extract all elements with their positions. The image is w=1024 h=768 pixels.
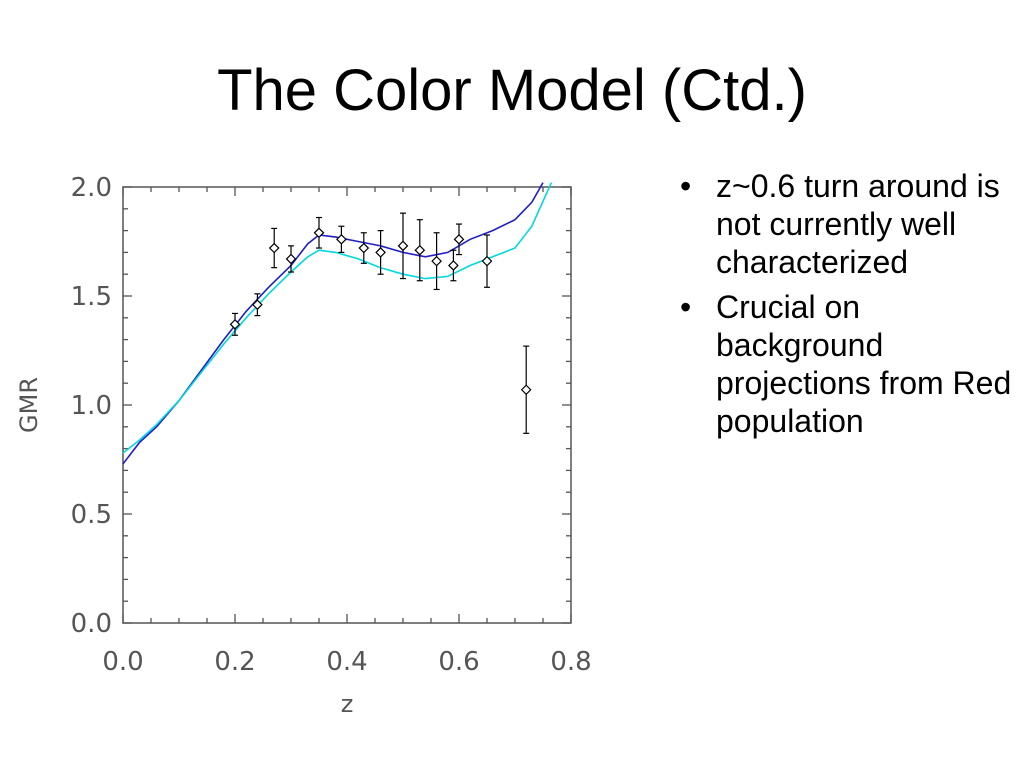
diamond-marker [520,384,532,396]
diamond-marker [431,255,442,267]
data-point [268,227,280,269]
diamond-marker [397,240,409,252]
y-axis-label: GMR [15,377,43,433]
y-tick-label: 0.5 [71,500,112,530]
data-point [313,216,325,249]
y-ticks: 0.0 0.5 1.0 1.5 2.0 [71,173,571,639]
data-point [448,249,459,282]
data-point [520,345,532,434]
diamond-marker [229,318,241,330]
y-tick-label: 0.0 [71,609,112,639]
diamond-marker [336,233,347,245]
gmr-vs-z-chart: 0.0 0.2 0.4 0.6 0.8 0.0 0.5 1.0 1.5 2.0 z GMR [15,173,592,718]
bullet-list: z~0.6 turn around is not currently well … [672,168,1017,448]
bullet-item: Crucial on background projections from R… [672,289,1017,440]
data-point [481,234,493,288]
diamond-marker [313,227,325,239]
data-point [453,223,465,256]
bullet-item: z~0.6 turn around is not currently well … [672,168,1017,281]
x-axis-label: z [341,690,354,718]
diamond-marker [358,242,370,254]
data-point [431,232,442,291]
x-tick-label: 0.4 [326,647,367,677]
data-point [285,245,297,273]
slide-title: The Color Model (Ctd.) [217,58,807,123]
x-tick-label: 0.8 [550,647,591,677]
data-point [252,293,263,317]
diamond-marker [481,255,493,267]
diamond-marker [453,233,465,245]
diamond-marker [375,247,386,258]
x-tick-label: 0.0 [102,647,143,677]
data-points [229,212,532,434]
diamond-marker [252,299,263,311]
model-curve-cyan [122,182,553,454]
model-curve-blue [122,182,544,465]
y-tick-label: 1.0 [71,391,112,421]
data-point [358,232,370,264]
diamond-marker [448,260,459,271]
y-tick-label: 1.5 [71,282,112,312]
data-point [375,229,386,275]
data-point [414,219,426,282]
diamond-marker [414,244,426,256]
x-tick-label: 0.2 [214,647,255,677]
diamond-marker [268,242,280,254]
model-curves [122,182,553,465]
y-tick-label: 2.0 [71,173,112,203]
data-point [397,212,409,280]
diamond-marker [285,253,297,265]
data-point [229,312,241,336]
x-tick-label: 0.6 [438,647,479,677]
data-point [336,225,347,254]
x-ticks: 0.0 0.2 0.4 0.6 0.8 [102,187,592,677]
